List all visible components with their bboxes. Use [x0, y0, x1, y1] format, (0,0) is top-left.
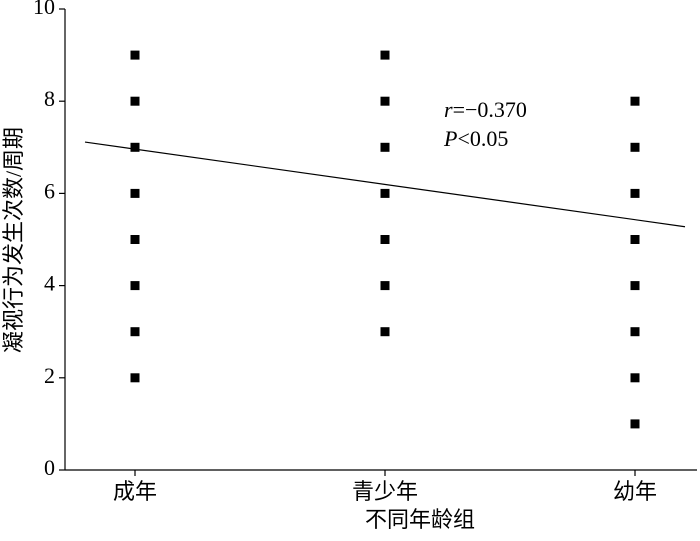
- y-tick-label: 2: [44, 363, 55, 388]
- annotation-value: <0.05: [457, 126, 508, 151]
- point: [630, 373, 640, 383]
- point: [630, 235, 640, 244]
- y-axis-label: 凝视行为发生次数/周期: [1, 127, 26, 353]
- point: [130, 142, 140, 152]
- y-tick-label: 8: [44, 86, 55, 111]
- annotation-symbol: P: [443, 126, 457, 151]
- annotation-value: =−0.370: [453, 97, 527, 122]
- x-tick-label: 成年: [113, 479, 157, 504]
- point: [130, 96, 140, 106]
- x-tick-label: 青少年: [352, 479, 418, 504]
- x-tick-label: 幼年: [613, 479, 657, 504]
- y-tick-label: 10: [33, 0, 55, 19]
- point: [380, 281, 390, 291]
- point: [630, 419, 640, 429]
- annotation: r=−0.370: [444, 97, 527, 122]
- point: [130, 327, 140, 337]
- point: [130, 50, 140, 60]
- point: [380, 188, 390, 198]
- y-tick-label: 4: [44, 271, 55, 296]
- point: [630, 188, 640, 198]
- annotation-symbol: r: [444, 97, 453, 122]
- point: [630, 327, 640, 337]
- point: [380, 50, 390, 60]
- point: [380, 327, 390, 337]
- y-tick-label: 6: [44, 178, 55, 203]
- point: [380, 235, 390, 244]
- point: [130, 373, 140, 383]
- point: [630, 96, 640, 106]
- y-tick-label: 0: [44, 455, 55, 480]
- trend-line: [84, 141, 686, 228]
- point: [630, 142, 640, 152]
- point: [130, 235, 140, 244]
- annotation: P<0.05: [443, 126, 508, 151]
- point: [130, 281, 140, 291]
- point: [380, 96, 390, 106]
- point: [380, 142, 390, 152]
- point: [630, 281, 640, 291]
- x-axis-label: 不同年龄组: [365, 507, 475, 532]
- point: [130, 188, 140, 198]
